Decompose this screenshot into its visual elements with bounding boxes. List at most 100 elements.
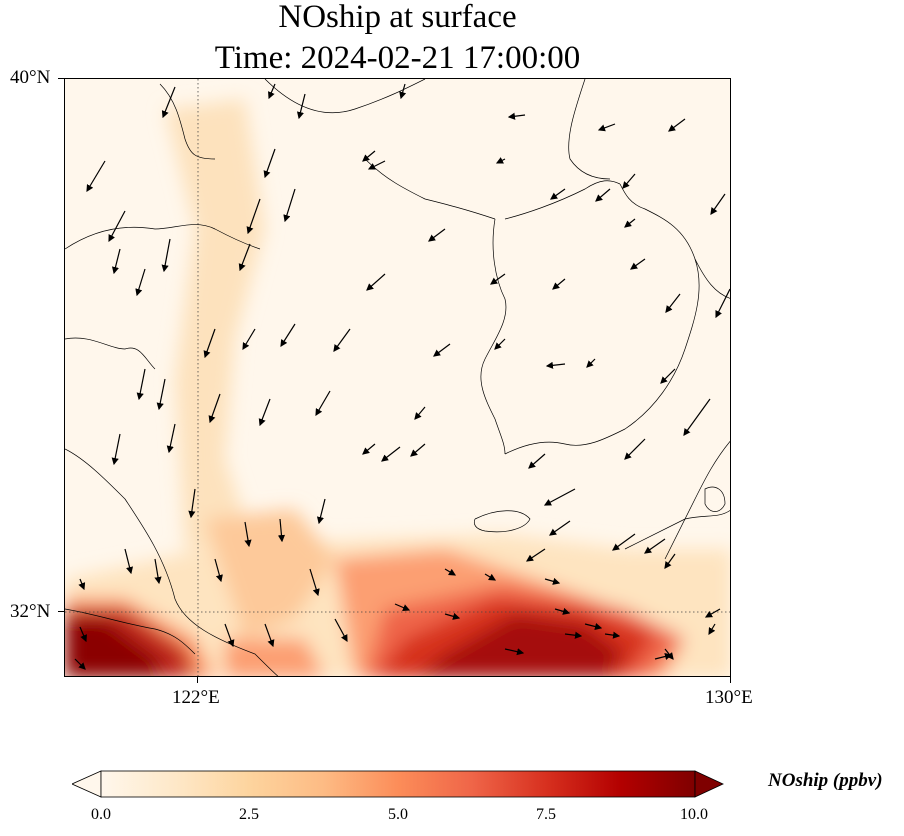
wind-arrow	[79, 626, 87, 643]
chart-title-line1: NOship at surface	[278, 0, 517, 35]
wind-arrow	[366, 273, 386, 291]
wind-arrow	[367, 160, 386, 170]
wind-arrow	[630, 258, 646, 270]
wind-arrow	[595, 188, 611, 202]
wind-arrow	[78, 578, 86, 591]
wind-arrow	[135, 268, 146, 297]
wind-arrow	[154, 558, 162, 585]
wind-arrow	[549, 520, 571, 536]
colorbar-tick-2-5: 2.5	[239, 806, 259, 823]
wind-arrow	[433, 343, 451, 357]
coastline-segment	[65, 337, 156, 370]
wind-arrow	[444, 612, 461, 620]
wind-arrow	[258, 398, 271, 427]
wind-arrow	[504, 648, 525, 656]
wind-arrow	[136, 368, 146, 401]
colorbar-tick-0: 0.0	[91, 806, 111, 823]
wind-vectors	[74, 83, 730, 670]
wind-arrow	[315, 390, 331, 417]
coastline-segment	[364, 158, 496, 220]
wind-arrow	[668, 118, 686, 132]
wind-arrow	[244, 521, 252, 548]
wind-arrow	[495, 157, 506, 164]
coastline-segment	[568, 79, 611, 180]
wind-arrow	[74, 658, 86, 670]
wind-arrow	[156, 378, 166, 411]
y-tick-label-40: 40°N	[10, 67, 51, 88]
wind-arrow	[552, 278, 566, 290]
concentration-patch	[165, 99, 265, 549]
wind-arrow	[624, 438, 646, 460]
wind-arrow	[444, 568, 457, 576]
wind-arrow	[545, 361, 566, 369]
coastline-segment	[664, 440, 730, 560]
x-tick-mark-130	[730, 677, 731, 683]
wind-arrow	[242, 328, 256, 351]
coastline-segment	[65, 224, 261, 250]
wind-arrow	[490, 273, 506, 285]
x-tick-mark-122	[197, 677, 198, 683]
wind-arrow	[214, 558, 223, 583]
wind-arrow	[414, 406, 426, 420]
wind-arrow	[263, 148, 276, 179]
wind-arrow	[410, 443, 426, 457]
wind-arrow	[507, 112, 526, 120]
wind-arrow	[715, 288, 730, 319]
map-canvas	[65, 79, 730, 676]
wind-arrow	[710, 193, 726, 215]
wind-arrow	[399, 83, 407, 100]
wind-arrow	[381, 446, 401, 462]
wind-arrow	[161, 238, 171, 273]
y-tick-mark-32	[58, 611, 64, 612]
colorbar-gradient	[100, 770, 696, 798]
wind-arrow	[166, 423, 176, 454]
wind-arrow	[708, 623, 716, 636]
coastline-segment	[504, 180, 621, 220]
wind-arrow	[584, 623, 603, 631]
concentration-patch	[205, 509, 335, 639]
map-plot-area	[64, 78, 731, 677]
wind-arrow	[586, 358, 596, 368]
colorbar-min-extend	[72, 770, 102, 798]
wind-arrow	[554, 607, 571, 615]
wind-arrow	[612, 533, 636, 551]
coastline-segment	[65, 608, 196, 655]
wind-arrow	[124, 548, 134, 575]
wind-arrow	[664, 553, 676, 569]
chart-title-line2: Time: 2024-02-21 17:00:00	[214, 40, 581, 76]
wind-arrow	[624, 218, 636, 228]
wind-arrow	[280, 323, 296, 348]
wind-arrow	[428, 228, 446, 242]
wind-arrow	[494, 338, 506, 350]
coastline-segment	[480, 218, 507, 455]
colorbar	[72, 770, 724, 798]
y-tick-label-32: 32°N	[10, 601, 51, 622]
coastline-segment	[264, 79, 426, 114]
wind-arrow	[111, 248, 121, 275]
concentration-patch	[417, 614, 625, 676]
wind-arrow	[544, 577, 561, 585]
wind-arrow	[683, 398, 711, 436]
wind-arrow	[316, 498, 326, 525]
wind-arrow	[309, 568, 320, 597]
wind-arrow	[484, 573, 497, 581]
coastline-segment	[473, 510, 531, 533]
wind-arrow	[238, 243, 251, 272]
wind-arrow	[333, 328, 351, 352]
concentration-patch	[225, 639, 324, 676]
wind-arrow	[268, 83, 276, 100]
wind-arrow	[550, 188, 566, 200]
coastline-segment	[65, 448, 279, 676]
wind-arrow	[264, 623, 275, 648]
wind-arrow	[296, 93, 306, 120]
colorbar-tick-5: 5.0	[388, 806, 408, 823]
wind-arrow	[334, 618, 348, 643]
wind-arrow	[283, 188, 296, 223]
wind-arrow	[161, 86, 176, 119]
wind-arrow	[665, 293, 681, 313]
wind-arrow	[208, 393, 221, 424]
wind-arrow	[704, 608, 721, 618]
wind-arrow	[362, 443, 376, 455]
wind-arrow	[660, 368, 676, 384]
wind-arrow	[644, 538, 666, 554]
